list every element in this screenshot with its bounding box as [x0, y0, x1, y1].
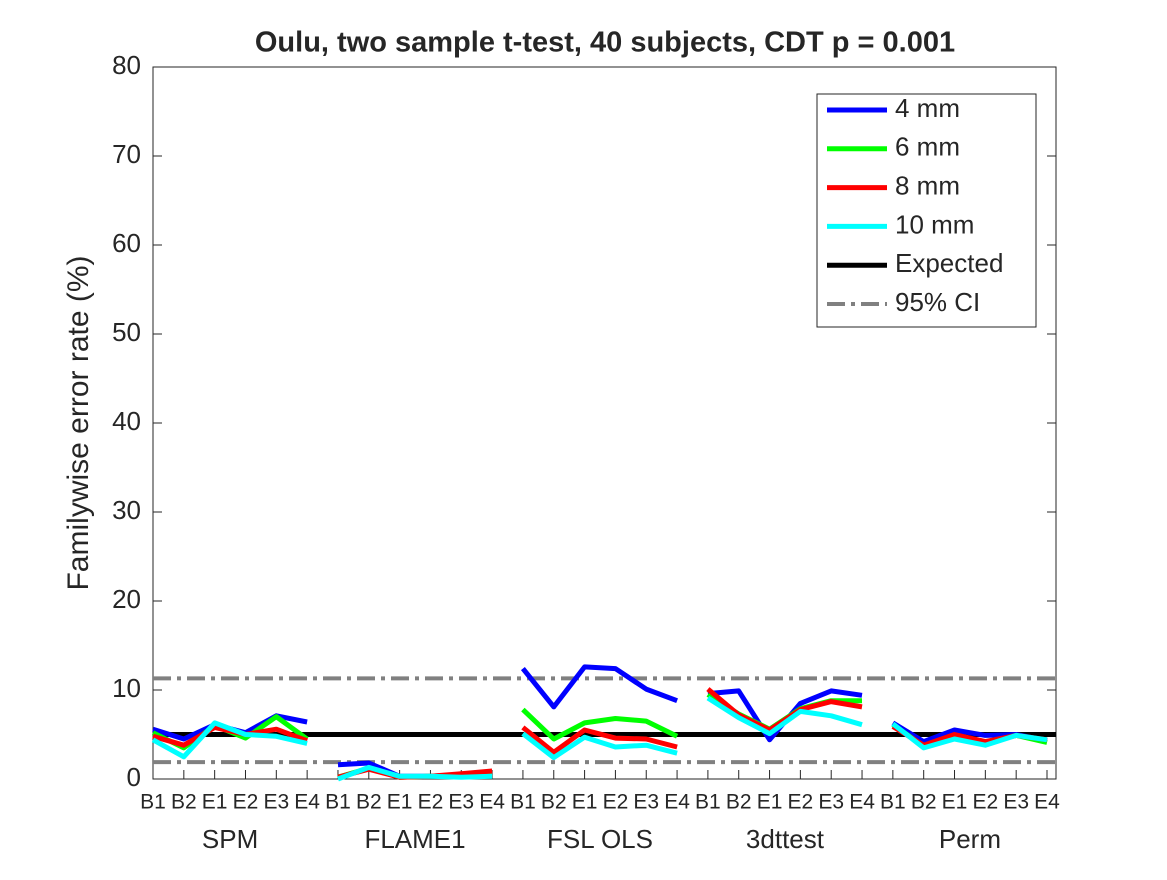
x-tick-label: B1 [880, 791, 906, 814]
x-tick-label: E2 [233, 791, 259, 814]
x-tick-label: E4 [1034, 791, 1060, 814]
x-tick-label: E1 [757, 791, 783, 814]
x-tick-label: E1 [387, 791, 413, 814]
series-line [337, 764, 493, 782]
x-tick-label: B2 [911, 791, 937, 814]
y-tick-label: 70 [112, 139, 141, 169]
legend-label: 8 mm [895, 170, 960, 200]
x-tick-label: B2 [726, 791, 752, 814]
y-tick-label: 30 [112, 495, 141, 525]
group-label: SPM [202, 824, 258, 854]
y-axis-label: Familywise error rate (%) [62, 255, 95, 590]
x-tick-label: B1 [325, 791, 351, 814]
x-tick-label: E3 [448, 791, 474, 814]
legend-label: 95% CI [895, 287, 980, 317]
x-tick-label: E2 [603, 791, 629, 814]
series-line [706, 695, 863, 737]
group-label: 3dttest [746, 824, 825, 854]
y-tick-label: 20 [112, 584, 141, 614]
x-tick-label: E2 [418, 791, 444, 814]
legend-label: Expected [895, 248, 1003, 278]
series-line [521, 731, 678, 761]
x-tick-label: E2 [973, 791, 999, 814]
legend-label: 10 mm [895, 209, 974, 239]
legend-label: 6 mm [895, 132, 960, 162]
x-tick-label: B2 [541, 791, 567, 814]
y-tick-label: 40 [112, 406, 141, 436]
x-tick-label: E3 [818, 791, 844, 814]
x-tick-label: E2 [788, 791, 814, 814]
x-tick-label: B1 [510, 791, 536, 814]
x-tick-label: B2 [356, 791, 382, 814]
x-tick-label: E3 [1003, 791, 1029, 814]
y-tick-label: 0 [127, 762, 141, 792]
series-line [520, 664, 678, 710]
x-tick-label: E1 [942, 791, 968, 814]
x-tick-label: E4 [664, 791, 690, 814]
group-label: Perm [939, 824, 1001, 854]
chart-title: Oulu, two sample t-test, 40 subjects, CD… [255, 27, 955, 59]
series-line [521, 725, 678, 755]
group-label: FLAME1 [364, 824, 465, 854]
series-line [521, 707, 679, 742]
x-tick-label: E3 [633, 791, 659, 814]
series-line [151, 720, 308, 760]
group-label: FSL OLS [547, 824, 653, 854]
x-tick-label: E4 [849, 791, 875, 814]
x-tick-label: B1 [695, 791, 721, 814]
x-tick-label: B2 [171, 791, 197, 814]
legend-label: 4 mm [895, 93, 960, 123]
x-tick-label: E1 [202, 791, 228, 814]
y-tick-label: 10 [112, 673, 141, 703]
x-tick-label: E4 [479, 791, 505, 814]
x-tick-label: B1 [140, 791, 166, 814]
series-line [891, 721, 1048, 751]
y-tick-label: 60 [112, 228, 141, 258]
y-tick-label: 80 [112, 50, 141, 80]
x-tick-label: E3 [263, 791, 289, 814]
x-tick-label: E1 [572, 791, 598, 814]
x-tick-label: E4 [294, 791, 320, 814]
legend-box [816, 93, 1037, 328]
y-tick-label: 50 [112, 317, 141, 347]
